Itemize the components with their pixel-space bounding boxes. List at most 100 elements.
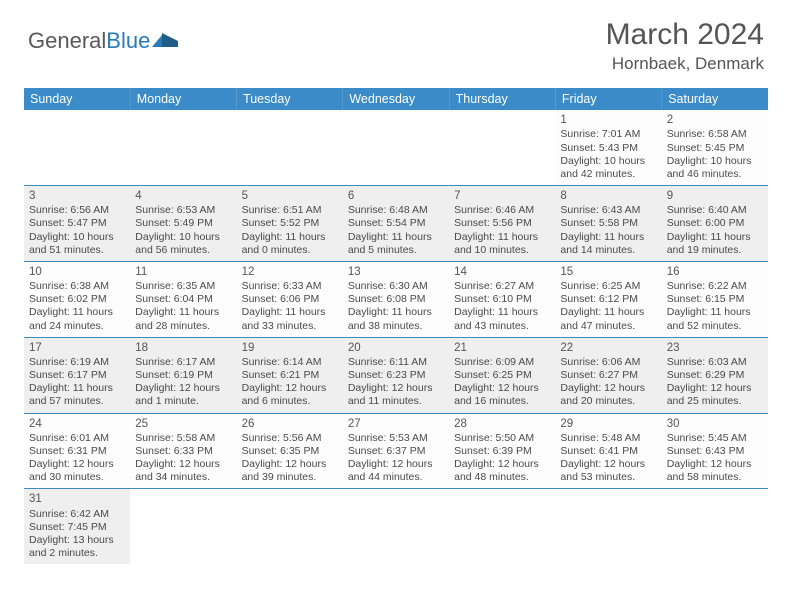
sunrise-line: Sunrise: 6:38 AM [29, 280, 125, 293]
sunset-line: Sunset: 6:02 PM [29, 293, 125, 306]
sunset-line: Sunset: 5:56 PM [454, 217, 550, 230]
day-number: 22 [560, 341, 656, 355]
calendar-empty-cell [237, 489, 343, 564]
calendar-empty-cell [130, 489, 236, 564]
calendar-day-cell: 12Sunrise: 6:33 AMSunset: 6:06 PMDayligh… [237, 261, 343, 337]
weekday-header-row: SundayMondayTuesdayWednesdayThursdayFrid… [24, 88, 768, 110]
calendar-day-cell: 11Sunrise: 6:35 AMSunset: 6:04 PMDayligh… [130, 261, 236, 337]
daylight-line: Daylight: 10 hours and 46 minutes. [667, 155, 763, 181]
daylight-line: Daylight: 11 hours and 38 minutes. [348, 306, 444, 332]
daylight-line: Daylight: 12 hours and 34 minutes. [135, 458, 231, 484]
sunset-line: Sunset: 6:35 PM [242, 445, 338, 458]
sunset-line: Sunset: 5:58 PM [560, 217, 656, 230]
calendar-day-cell: 25Sunrise: 5:58 AMSunset: 6:33 PMDayligh… [130, 413, 236, 489]
daylight-line: Daylight: 11 hours and 52 minutes. [667, 306, 763, 332]
calendar-day-cell: 28Sunrise: 5:50 AMSunset: 6:39 PMDayligh… [449, 413, 555, 489]
sunrise-line: Sunrise: 6:43 AM [560, 204, 656, 217]
day-number: 19 [242, 341, 338, 355]
header: GeneralBlue March 2024 Hornbaek, Denmark [0, 0, 792, 80]
sunrise-line: Sunrise: 6:17 AM [135, 356, 231, 369]
calendar-week-row: 1Sunrise: 7:01 AMSunset: 5:43 PMDaylight… [24, 110, 768, 185]
sunset-line: Sunset: 6:19 PM [135, 369, 231, 382]
sunrise-line: Sunrise: 5:56 AM [242, 432, 338, 445]
day-number: 25 [135, 417, 231, 431]
sunset-line: Sunset: 6:43 PM [667, 445, 763, 458]
daylight-line: Daylight: 11 hours and 0 minutes. [242, 231, 338, 257]
sunrise-line: Sunrise: 6:06 AM [560, 356, 656, 369]
location: Hornbaek, Denmark [606, 54, 764, 74]
calendar-day-cell: 5Sunrise: 6:51 AMSunset: 5:52 PMDaylight… [237, 185, 343, 261]
calendar-day-cell: 26Sunrise: 5:56 AMSunset: 6:35 PMDayligh… [237, 413, 343, 489]
day-number: 17 [29, 341, 125, 355]
logo-text-b: Blue [106, 28, 150, 53]
sunrise-line: Sunrise: 6:35 AM [135, 280, 231, 293]
calendar-empty-cell [130, 110, 236, 185]
calendar-empty-cell [449, 110, 555, 185]
day-number: 6 [348, 189, 444, 203]
weekday-header: Sunday [24, 88, 130, 110]
calendar-table: SundayMondayTuesdayWednesdayThursdayFrid… [24, 88, 768, 564]
daylight-line: Daylight: 10 hours and 42 minutes. [560, 155, 656, 181]
sunset-line: Sunset: 6:15 PM [667, 293, 763, 306]
day-number: 29 [560, 417, 656, 431]
daylight-line: Daylight: 12 hours and 48 minutes. [454, 458, 550, 484]
calendar-day-cell: 2Sunrise: 6:58 AMSunset: 5:45 PMDaylight… [662, 110, 768, 185]
weekday-header: Monday [130, 88, 236, 110]
sunrise-line: Sunrise: 6:40 AM [667, 204, 763, 217]
day-number: 4 [135, 189, 231, 203]
sunset-line: Sunset: 6:27 PM [560, 369, 656, 382]
daylight-line: Daylight: 11 hours and 28 minutes. [135, 306, 231, 332]
calendar-day-cell: 22Sunrise: 6:06 AMSunset: 6:27 PMDayligh… [555, 337, 661, 413]
calendar-empty-cell [237, 110, 343, 185]
day-number: 11 [135, 265, 231, 279]
calendar-day-cell: 14Sunrise: 6:27 AMSunset: 6:10 PMDayligh… [449, 261, 555, 337]
sunrise-line: Sunrise: 5:45 AM [667, 432, 763, 445]
calendar-empty-cell [343, 110, 449, 185]
daylight-line: Daylight: 11 hours and 43 minutes. [454, 306, 550, 332]
calendar-week-row: 17Sunrise: 6:19 AMSunset: 6:17 PMDayligh… [24, 337, 768, 413]
sunset-line: Sunset: 5:49 PM [135, 217, 231, 230]
sunset-line: Sunset: 5:45 PM [667, 142, 763, 155]
sunset-line: Sunset: 7:45 PM [29, 521, 125, 534]
calendar-empty-cell [343, 489, 449, 564]
sunrise-line: Sunrise: 5:58 AM [135, 432, 231, 445]
daylight-line: Daylight: 11 hours and 5 minutes. [348, 231, 444, 257]
calendar-empty-cell [24, 110, 130, 185]
calendar-empty-cell [555, 489, 661, 564]
sunrise-line: Sunrise: 6:58 AM [667, 128, 763, 141]
sunset-line: Sunset: 6:06 PM [242, 293, 338, 306]
calendar-day-cell: 7Sunrise: 6:46 AMSunset: 5:56 PMDaylight… [449, 185, 555, 261]
calendar-day-cell: 18Sunrise: 6:17 AMSunset: 6:19 PMDayligh… [130, 337, 236, 413]
calendar-day-cell: 19Sunrise: 6:14 AMSunset: 6:21 PMDayligh… [237, 337, 343, 413]
daylight-line: Daylight: 12 hours and 39 minutes. [242, 458, 338, 484]
sunrise-line: Sunrise: 6:51 AM [242, 204, 338, 217]
daylight-line: Daylight: 10 hours and 56 minutes. [135, 231, 231, 257]
calendar-day-cell: 21Sunrise: 6:09 AMSunset: 6:25 PMDayligh… [449, 337, 555, 413]
daylight-line: Daylight: 12 hours and 6 minutes. [242, 382, 338, 408]
calendar-week-row: 3Sunrise: 6:56 AMSunset: 5:47 PMDaylight… [24, 185, 768, 261]
sunset-line: Sunset: 6:41 PM [560, 445, 656, 458]
sunrise-line: Sunrise: 6:48 AM [348, 204, 444, 217]
sunrise-line: Sunrise: 6:53 AM [135, 204, 231, 217]
sunset-line: Sunset: 6:04 PM [135, 293, 231, 306]
calendar-day-cell: 24Sunrise: 6:01 AMSunset: 6:31 PMDayligh… [24, 413, 130, 489]
day-number: 7 [454, 189, 550, 203]
day-number: 31 [29, 492, 125, 506]
calendar-empty-cell [449, 489, 555, 564]
sunrise-line: Sunrise: 6:14 AM [242, 356, 338, 369]
day-number: 5 [242, 189, 338, 203]
sunset-line: Sunset: 6:23 PM [348, 369, 444, 382]
day-number: 30 [667, 417, 763, 431]
daylight-line: Daylight: 12 hours and 25 minutes. [667, 382, 763, 408]
calendar-body: 1Sunrise: 7:01 AMSunset: 5:43 PMDaylight… [24, 110, 768, 564]
weekday-header: Wednesday [343, 88, 449, 110]
weekday-header: Tuesday [237, 88, 343, 110]
sunrise-line: Sunrise: 6:11 AM [348, 356, 444, 369]
sunset-line: Sunset: 6:37 PM [348, 445, 444, 458]
day-number: 16 [667, 265, 763, 279]
calendar-day-cell: 17Sunrise: 6:19 AMSunset: 6:17 PMDayligh… [24, 337, 130, 413]
calendar-day-cell: 27Sunrise: 5:53 AMSunset: 6:37 PMDayligh… [343, 413, 449, 489]
calendar-day-cell: 23Sunrise: 6:03 AMSunset: 6:29 PMDayligh… [662, 337, 768, 413]
day-number: 9 [667, 189, 763, 203]
calendar-day-cell: 9Sunrise: 6:40 AMSunset: 6:00 PMDaylight… [662, 185, 768, 261]
